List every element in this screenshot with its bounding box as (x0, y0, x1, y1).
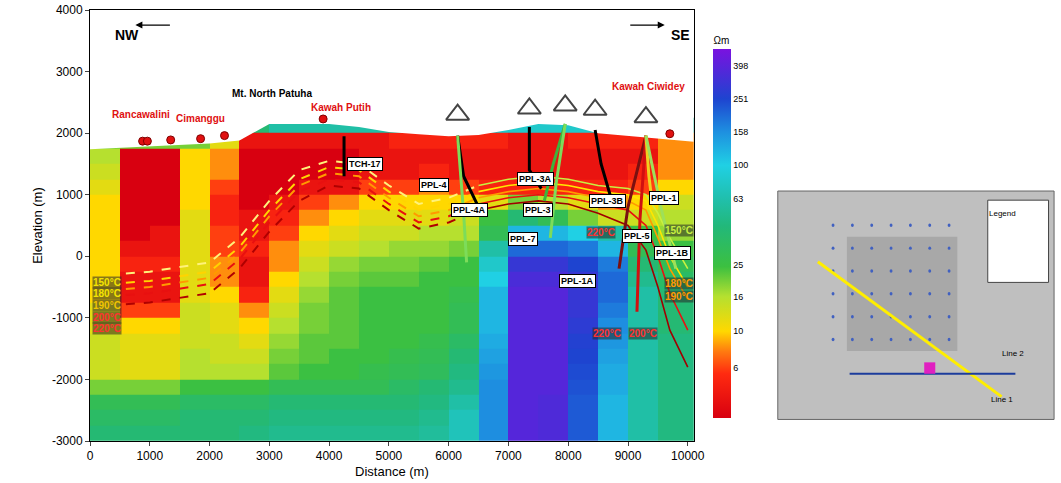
svg-text:Line 2: Line 2 (1002, 349, 1024, 358)
svg-text:Rancawalini: Rancawalini (112, 109, 170, 120)
svg-text:6: 6 (733, 363, 738, 373)
svg-text:5000: 5000 (376, 449, 403, 463)
svg-text:150°C: 150°C (665, 225, 693, 236)
svg-text:100: 100 (733, 160, 748, 170)
svg-text:220°C: 220°C (587, 227, 615, 238)
svg-text:Mt. North Patuha: Mt. North Patuha (232, 88, 312, 99)
svg-text:25: 25 (733, 260, 743, 270)
svg-text:3000: 3000 (56, 65, 83, 79)
svg-text:Kawah Putih: Kawah Putih (311, 102, 371, 113)
svg-text:190°C: 190°C (665, 291, 693, 302)
svg-text:150°C: 150°C (93, 277, 121, 288)
svg-text:PPL-7: PPL-7 (510, 234, 536, 244)
svg-text:10: 10 (733, 326, 743, 336)
svg-text:10000: 10000 (671, 449, 705, 463)
svg-text:3000: 3000 (256, 449, 283, 463)
svg-text:PPL-1A: PPL-1A (561, 276, 594, 286)
svg-text:200°C: 200°C (629, 328, 657, 339)
svg-text:220°C: 220°C (93, 323, 121, 334)
svg-text:Legend: Legend (989, 209, 1016, 218)
svg-text:Cimanggu: Cimanggu (176, 113, 225, 124)
svg-text:Ωm: Ωm (713, 35, 729, 46)
svg-text:Kawah Ciwidey: Kawah Ciwidey (612, 81, 685, 92)
svg-text:398: 398 (733, 61, 748, 71)
svg-text:PPL-3B: PPL-3B (591, 196, 624, 206)
svg-text:1000: 1000 (136, 449, 163, 463)
svg-text:0: 0 (76, 249, 83, 263)
svg-text:Line 1: Line 1 (991, 395, 1013, 404)
svg-text:180°C: 180°C (93, 288, 121, 299)
svg-text:7000: 7000 (495, 449, 522, 463)
svg-text:NW: NW (115, 27, 139, 43)
svg-text:0: 0 (87, 449, 94, 463)
svg-text:-1000: -1000 (52, 311, 83, 325)
svg-text:220°C: 220°C (593, 328, 621, 339)
svg-text:190°C: 190°C (93, 300, 121, 311)
svg-text:PPL-1B: PPL-1B (656, 248, 689, 258)
svg-text:PPL-3: PPL-3 (525, 205, 551, 215)
svg-text:251: 251 (733, 94, 748, 104)
svg-text:PPL-1: PPL-1 (651, 193, 677, 203)
svg-text:TCH-17: TCH-17 (349, 159, 381, 169)
svg-text:158: 158 (733, 127, 748, 137)
svg-text:-2000: -2000 (52, 373, 83, 387)
svg-text:PPL-5: PPL-5 (624, 231, 650, 241)
svg-text:8000: 8000 (555, 449, 582, 463)
svg-text:PPL-3A: PPL-3A (519, 174, 552, 184)
svg-text:200°C: 200°C (93, 312, 121, 323)
svg-text:6000: 6000 (435, 449, 462, 463)
svg-text:Elevation (m): Elevation (m) (30, 187, 45, 264)
svg-text:9000: 9000 (615, 449, 642, 463)
svg-text:16: 16 (733, 292, 743, 302)
svg-text:4000: 4000 (316, 449, 343, 463)
svg-text:-3000: -3000 (52, 434, 83, 448)
svg-text:4000: 4000 (56, 3, 83, 17)
svg-text:2000: 2000 (56, 126, 83, 140)
svg-text:63: 63 (733, 194, 743, 204)
svg-text:PPL-4: PPL-4 (421, 180, 447, 190)
svg-text:1000: 1000 (56, 188, 83, 202)
svg-text:2000: 2000 (196, 449, 223, 463)
svg-text:Distance (m): Distance (m) (355, 464, 429, 479)
svg-text:SE: SE (671, 27, 690, 43)
svg-text:PPL-4A: PPL-4A (453, 205, 486, 215)
svg-text:180°C: 180°C (665, 278, 693, 289)
